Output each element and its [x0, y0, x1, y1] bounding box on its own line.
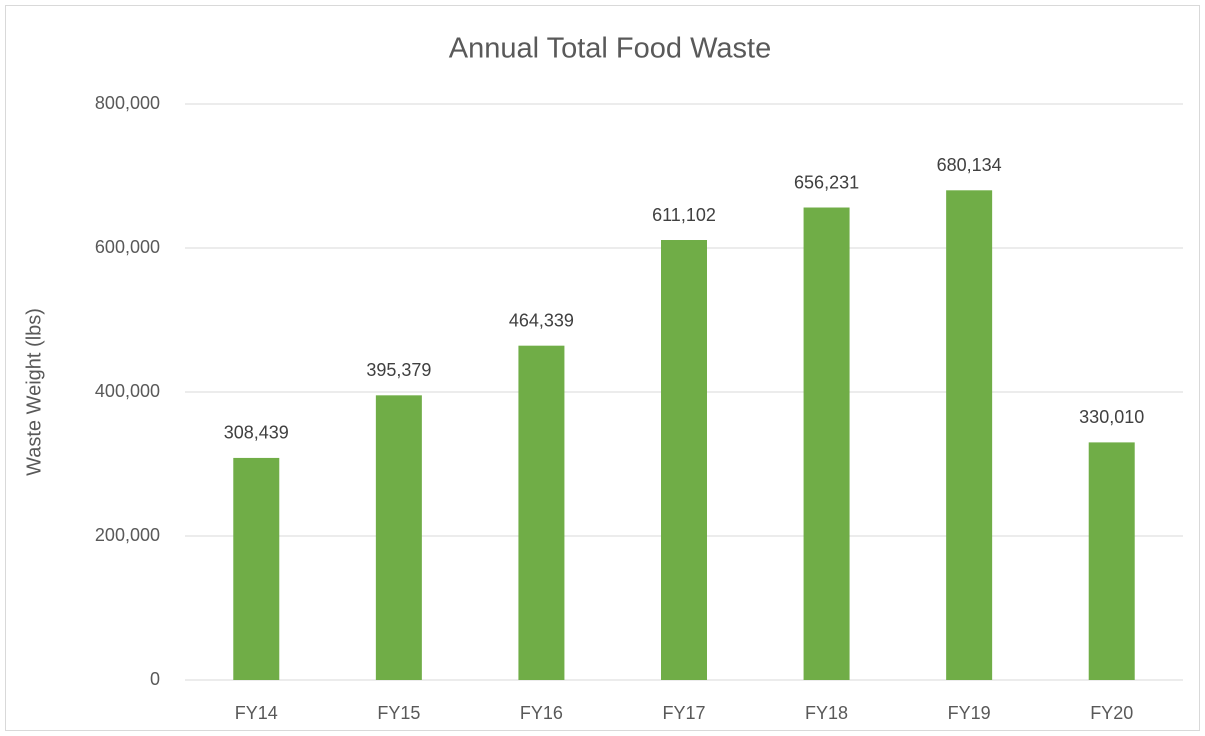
chart-title: Annual Total Food Waste — [449, 33, 771, 65]
chart-frame — [5, 5, 1200, 731]
bar — [661, 240, 707, 680]
y-tick-label: 600,000 — [95, 237, 160, 257]
y-tick-label: 400,000 — [95, 381, 160, 401]
data-label: 395,379 — [366, 360, 431, 380]
data-label: 330,010 — [1079, 407, 1144, 427]
bar — [233, 457, 280, 680]
x-tick-label: FY17 — [662, 703, 705, 723]
x-tick-label: FY20 — [1090, 703, 1133, 723]
data-label: 308,439 — [224, 423, 289, 443]
y-tick-label: 800,000 — [95, 93, 160, 113]
data-label: 680,134 — [937, 155, 1002, 175]
bar — [803, 207, 850, 681]
y-axis-label: Waste Weight (lbs) — [23, 308, 45, 476]
data-label: 656,231 — [794, 172, 859, 192]
bar — [1088, 442, 1135, 680]
bar — [375, 395, 422, 680]
x-tick-label: FY16 — [520, 703, 563, 723]
x-tick-label: FY15 — [377, 703, 420, 723]
bar — [946, 190, 993, 680]
data-label: 464,339 — [509, 310, 574, 330]
y-tick-label: 200,000 — [95, 525, 160, 545]
x-tick-label: FY18 — [805, 703, 848, 723]
data-label: 611,102 — [652, 205, 716, 225]
bar — [518, 345, 565, 680]
x-tick-label: FY19 — [948, 703, 991, 723]
x-tick-label: FY14 — [235, 703, 278, 723]
y-tick-label: 0 — [150, 669, 160, 689]
